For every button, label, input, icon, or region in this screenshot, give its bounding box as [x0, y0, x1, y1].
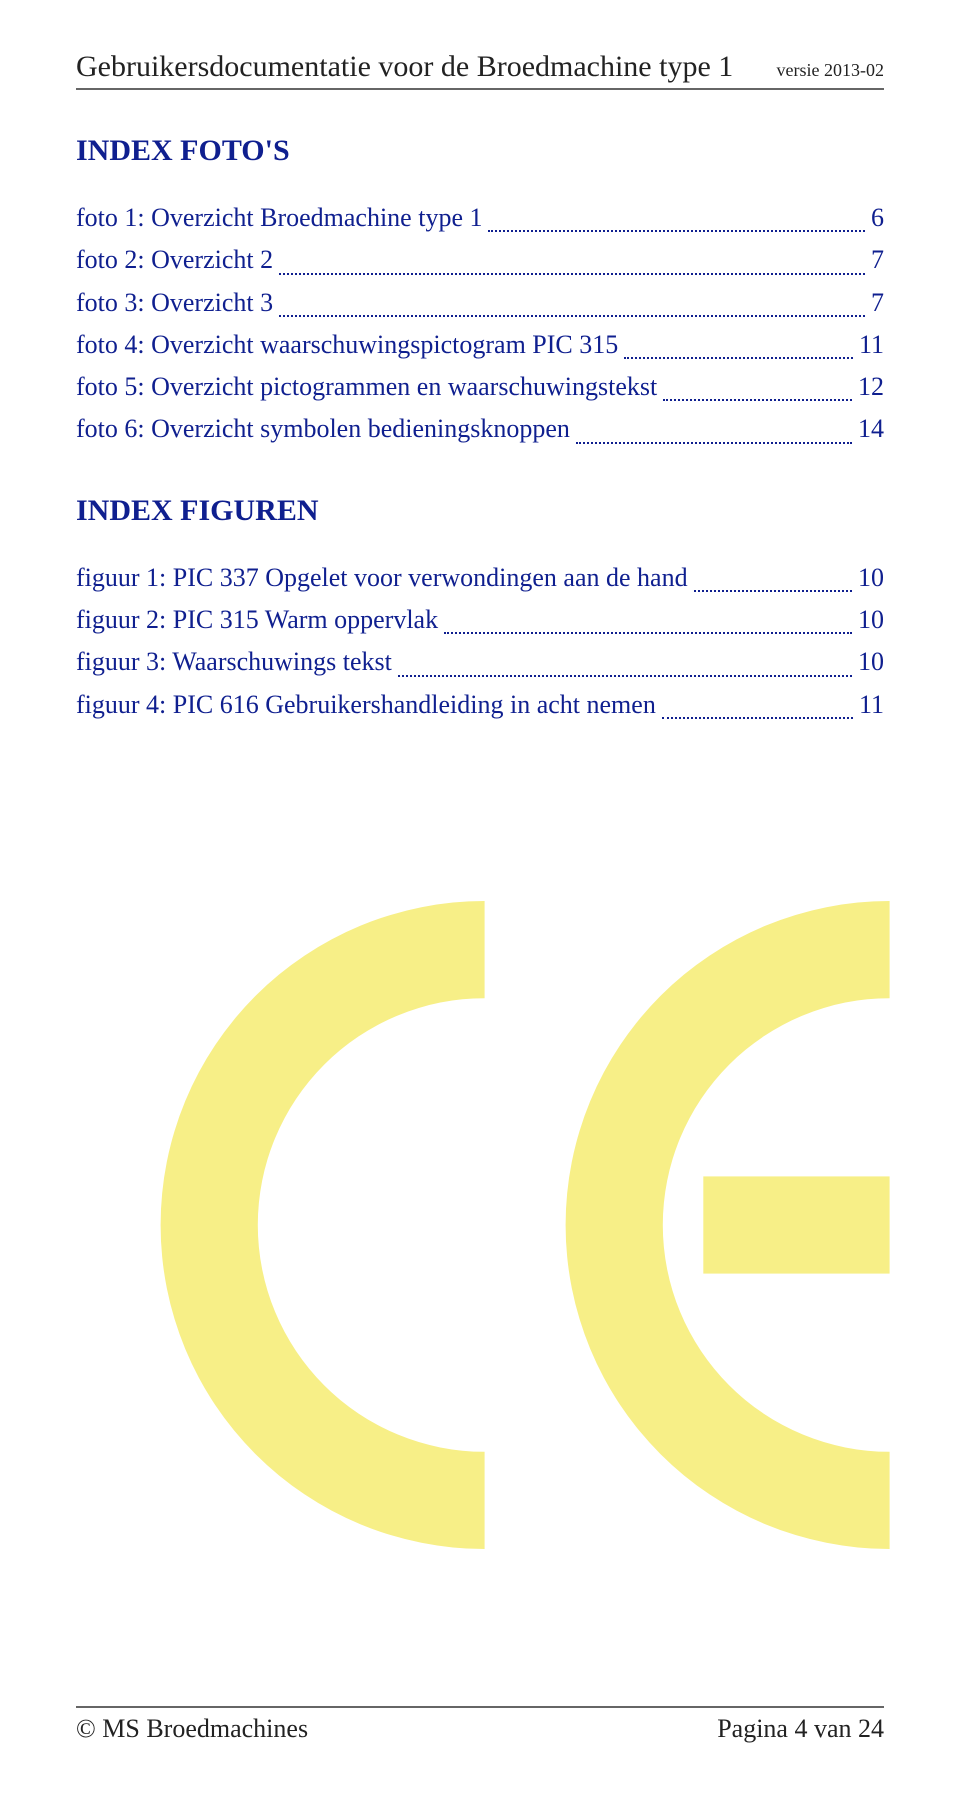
toc-leader-dots [279, 273, 865, 275]
page-footer: © MS Broedmachines Pagina 4 van 24 [76, 1706, 884, 1744]
toc-leader-dots [488, 230, 865, 232]
toc-entry[interactable]: figuur 1: PIC 337 Opgelet voor verwondin… [76, 558, 884, 598]
toc-entry-label: figuur 3: Waarschuwings tekst [76, 642, 392, 682]
toc-entry[interactable]: foto 4: Overzicht waarschuwingspictogram… [76, 325, 884, 365]
header-title: Gebruikersdocumentatie voor de Broedmach… [76, 50, 733, 84]
toc-entry-label: foto 4: Overzicht waarschuwingspictogram… [76, 325, 618, 365]
footer-left: © MS Broedmachines [76, 1714, 308, 1744]
toc-entry-label: foto 2: Overzicht 2 [76, 240, 273, 280]
toc-fotos: foto 1: Overzicht Broedmachine type 1 6 … [76, 198, 884, 450]
toc-entry[interactable]: foto 6: Overzicht symbolen bedieningskno… [76, 409, 884, 449]
toc-entry-page: 10 [858, 642, 884, 682]
toc-leader-dots [663, 399, 852, 401]
toc-entry-label: foto 5: Overzicht pictogrammen en waarsc… [76, 367, 657, 407]
toc-entry-page: 12 [858, 367, 884, 407]
section-heading-figuren: INDEX FIGUREN [76, 494, 884, 528]
toc-entry[interactable]: foto 2: Overzicht 2 7 [76, 240, 884, 280]
document-page: Gebruikersdocumentatie voor de Broedmach… [0, 0, 960, 1798]
section-heading-fotos: INDEX FOTO'S [76, 134, 884, 168]
toc-entry[interactable]: foto 1: Overzicht Broedmachine type 1 6 [76, 198, 884, 238]
footer-right: Pagina 4 van 24 [717, 1714, 884, 1744]
toc-entry-label: foto 1: Overzicht Broedmachine type 1 [76, 198, 482, 238]
toc-leader-dots [279, 315, 865, 317]
toc-entry-page: 7 [871, 283, 884, 323]
toc-entry-page: 10 [858, 600, 884, 640]
toc-entry[interactable]: figuur 4: PIC 616 Gebruikershandleiding … [76, 685, 884, 725]
toc-entry-page: 10 [858, 558, 884, 598]
toc-entry-label: figuur 2: PIC 315 Warm oppervlak [76, 600, 438, 640]
toc-entry[interactable]: figuur 2: PIC 315 Warm oppervlak 10 [76, 600, 884, 640]
toc-entry-page: 11 [859, 325, 884, 365]
toc-entry-page: 14 [858, 409, 884, 449]
toc-leader-dots [694, 590, 852, 592]
toc-entry-page: 7 [871, 240, 884, 280]
page-header: Gebruikersdocumentatie voor de Broedmach… [76, 50, 884, 90]
toc-entry[interactable]: figuur 3: Waarschuwings tekst 10 [76, 642, 884, 682]
toc-leader-dots [444, 632, 852, 634]
toc-leader-dots [576, 442, 852, 444]
toc-leader-dots [624, 357, 853, 359]
toc-entry[interactable]: foto 5: Overzicht pictogrammen en waarsc… [76, 367, 884, 407]
toc-figuren: figuur 1: PIC 337 Opgelet voor verwondin… [76, 558, 884, 725]
header-version: versie 2013-02 [777, 60, 884, 81]
toc-leader-dots [398, 675, 852, 677]
toc-entry-label: figuur 4: PIC 616 Gebruikershandleiding … [76, 685, 656, 725]
toc-entry-label: figuur 1: PIC 337 Opgelet voor verwondin… [76, 558, 688, 598]
toc-entry-label: foto 6: Overzicht symbolen bedieningskno… [76, 409, 570, 449]
toc-leader-dots [662, 717, 853, 719]
toc-entry[interactable]: foto 3: Overzicht 3 7 [76, 283, 884, 323]
ce-mark-icon [112, 820, 922, 1630]
toc-entry-page: 11 [859, 685, 884, 725]
toc-entry-label: foto 3: Overzicht 3 [76, 283, 273, 323]
toc-entry-page: 6 [871, 198, 884, 238]
